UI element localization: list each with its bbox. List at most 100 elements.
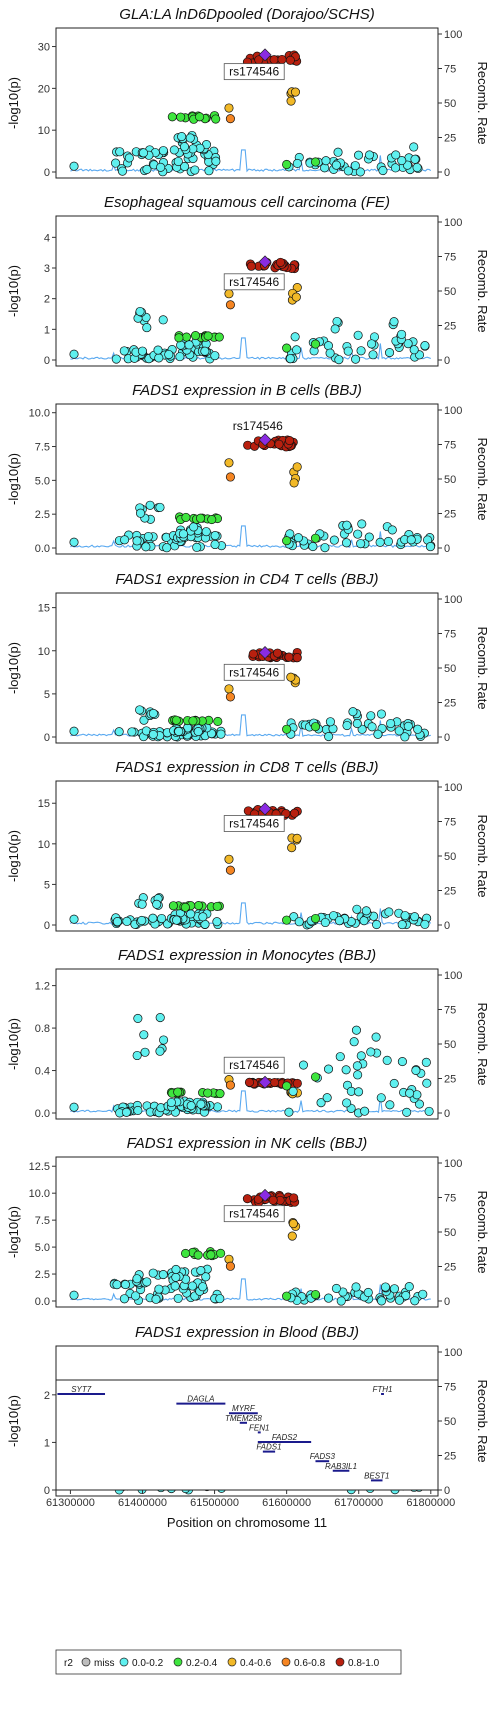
snp-point (284, 652, 294, 662)
recomb-tick-label: 75 (444, 252, 456, 264)
recomb-tick-label: 50 (444, 1416, 456, 1428)
snp-point (400, 911, 410, 921)
snp-point (343, 166, 353, 176)
snp-point (330, 324, 340, 334)
snp-point (200, 346, 210, 356)
snp-point (372, 919, 382, 930)
panel-4: FADS1 expression in CD4 T cells (BBJ) 0 5 1… (6, 571, 490, 744)
snp-point (368, 350, 378, 360)
snp-point (137, 899, 147, 909)
snp-point (214, 332, 224, 342)
snp-point (139, 1030, 149, 1040)
snp-point (298, 1060, 309, 1070)
snp-point (403, 339, 413, 349)
legend-swatch (281, 1657, 291, 1667)
snp-point (384, 348, 395, 358)
snp-point (268, 1195, 278, 1205)
snp-point (193, 1250, 203, 1260)
snp-point (154, 1284, 164, 1294)
snp-point (421, 1057, 431, 1067)
lead-snp-label: rs174546 (229, 1058, 279, 1072)
y-tick-label: 0 (44, 167, 50, 179)
lead-snp-label-box (223, 63, 285, 81)
legend-item: 0.6-0.8 (281, 1657, 326, 1669)
panel-7: FADS1 expression in NK cells (BBJ) 0.0 2.5… (6, 1135, 490, 1308)
recomb-tick-label: 25 (444, 133, 456, 145)
legend-item: 0.0-0.2 (119, 1657, 164, 1669)
snp-point (364, 150, 375, 160)
snp-point (329, 535, 339, 545)
y-tick-label: 7.5 (35, 1215, 50, 1227)
gene-label: TMEM258 (225, 1414, 262, 1423)
snp-point (194, 901, 204, 911)
snp-point (153, 345, 163, 355)
snp-point (270, 1077, 280, 1088)
snp-point (158, 1270, 168, 1280)
lead-snp-point (258, 433, 272, 447)
snp-point (175, 352, 185, 362)
snp-point (282, 159, 292, 170)
lead-snp-point (258, 1188, 272, 1202)
snp-point (112, 1280, 122, 1290)
panel-6: FADS1 expression in Monocytes (BBJ) 0.0 0.… (6, 947, 490, 1120)
snp-point (367, 722, 377, 732)
lead-snp-label-box (223, 273, 285, 291)
snp-point (277, 54, 287, 65)
y-tick-label: 3 (44, 263, 50, 275)
y-tick-label: 10.0 (29, 1188, 50, 1200)
snp-point (357, 519, 367, 529)
legend-swatch (119, 1657, 129, 1667)
snp-point (69, 726, 79, 736)
y-tick-label: 0.0 (35, 1296, 50, 1308)
snp-point (171, 1272, 181, 1282)
snp-point (274, 439, 284, 449)
y-axis-label: -log10(p) (6, 1018, 21, 1070)
panel-2: Esophageal squamous cell carcinoma (FE) 0… (6, 194, 490, 367)
snp-point (188, 716, 198, 726)
plot-frame (55, 403, 439, 555)
snp-point (289, 808, 300, 818)
snp-point (111, 158, 121, 168)
snp-point (275, 257, 286, 267)
recomb-rate-line (70, 149, 432, 173)
snp-point (288, 1219, 298, 1229)
recomb-axis-label: Recomb. Rate (475, 437, 490, 520)
snp-point (120, 1280, 130, 1290)
snp-point (212, 917, 222, 927)
snp-point (354, 1087, 364, 1097)
snp-point (242, 1194, 252, 1204)
snp-point (400, 732, 410, 742)
snp-point (351, 1282, 361, 1292)
snp-point (394, 1295, 405, 1305)
gene-label: BEST1 (364, 1471, 389, 1480)
x-tick-label: 61700000 (334, 1497, 383, 1509)
snp-point (382, 1055, 392, 1065)
snp-point (112, 917, 122, 927)
legend-swatch (335, 1657, 345, 1667)
snp-point (186, 1101, 196, 1111)
snp-point (310, 1072, 321, 1082)
snp-point (148, 1268, 158, 1278)
snp-point (376, 709, 386, 719)
snp-point (184, 340, 194, 350)
panel-title: FADS1 expression in CD8 T cells (BBJ) (115, 759, 378, 776)
recomb-tick-label: 50 (444, 851, 456, 863)
snp-point (325, 717, 335, 727)
snp-point (225, 1080, 235, 1090)
snp-point (166, 1097, 176, 1108)
snp-point (364, 532, 374, 542)
snp-point (328, 911, 339, 921)
y-tick-label: 5 (44, 879, 50, 891)
y-tick-label: 2 (44, 1390, 50, 1402)
snp-point (155, 1013, 165, 1023)
snp-point (310, 1289, 321, 1300)
snp-point (196, 1266, 206, 1276)
snp-point (120, 535, 130, 545)
gene-rab3il1: RAB3IL1 (325, 1462, 357, 1472)
snp-point (290, 87, 301, 97)
snp-point (351, 1025, 362, 1035)
panel-title: FADS1 expression in Blood (BBJ) (135, 1324, 359, 1341)
y-axis-label: -log10(p) (6, 265, 21, 317)
snp-point (361, 906, 371, 916)
snp-point (412, 162, 422, 173)
